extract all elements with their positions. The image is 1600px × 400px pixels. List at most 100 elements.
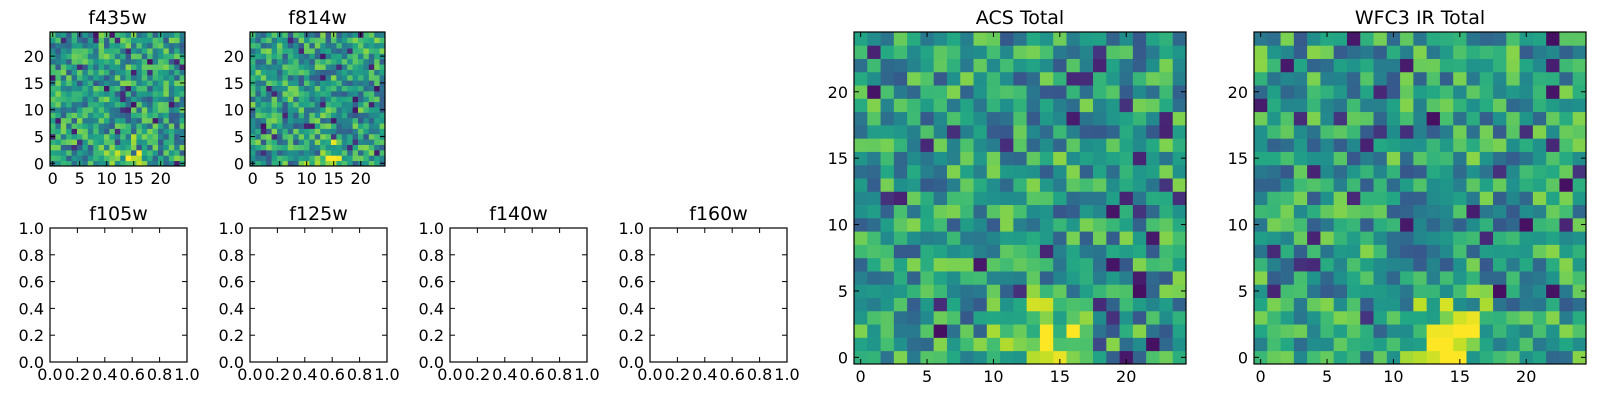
heatmap-cell <box>368 58 375 65</box>
heatmap-cell <box>152 155 159 162</box>
heatmap-cell <box>973 138 988 152</box>
heatmap-cell <box>347 74 353 81</box>
heatmap-cell <box>77 64 83 70</box>
heatmap-cell <box>1466 324 1481 338</box>
heatmap-cell <box>1333 71 1348 86</box>
heatmap-cell <box>986 231 1001 245</box>
heatmap-cell <box>168 117 175 124</box>
heatmap-cell <box>168 112 175 119</box>
heatmap-cell <box>1026 337 1041 352</box>
heatmap-cell <box>379 58 386 65</box>
heatmap-cell <box>50 139 56 145</box>
heatmap-cell <box>1439 297 1454 312</box>
heatmap-cell <box>147 117 153 124</box>
heatmap-cell <box>168 85 175 92</box>
heatmap-cell <box>374 32 380 38</box>
heatmap-cell <box>379 139 386 145</box>
heatmap-cell <box>336 144 343 151</box>
heatmap-cell <box>374 107 380 113</box>
heatmap-cell <box>50 37 56 44</box>
heatmap-cell <box>1172 284 1187 298</box>
heatmap-cell <box>1000 324 1014 338</box>
heatmap-cell <box>867 271 881 285</box>
x-tick-label: 0.6 <box>519 365 544 384</box>
heatmap-cell <box>120 69 126 76</box>
heatmap-cell <box>1146 217 1160 232</box>
heatmap-cell <box>109 96 116 103</box>
heatmap-cell <box>1066 151 1081 166</box>
heatmap-cell <box>1159 71 1174 86</box>
heatmap-cell <box>920 244 935 259</box>
heatmap-cell <box>1320 85 1335 99</box>
heatmap-cell <box>341 107 348 113</box>
heatmap-cell <box>358 117 364 124</box>
heatmap-cell <box>331 96 337 103</box>
heatmap-cell <box>314 155 321 162</box>
heatmap-cell <box>347 42 353 49</box>
heatmap-cell <box>277 133 283 140</box>
heatmap-cell <box>1013 324 1028 338</box>
heatmap-cell <box>1413 337 1428 352</box>
heatmap-cell <box>131 42 137 49</box>
axes-frame-f125w <box>249 227 388 363</box>
heatmap-cell <box>1413 271 1428 285</box>
heatmap-cell <box>66 123 72 129</box>
heatmap-cell <box>368 112 375 119</box>
heatmap-cell <box>298 96 305 103</box>
heatmap-cell <box>1053 138 1067 152</box>
heatmap-cell <box>960 98 974 113</box>
heatmap-cell <box>320 37 326 44</box>
heatmap-cell <box>1267 164 1281 179</box>
heatmap-cell <box>71 96 78 103</box>
heatmap-cell <box>1039 151 1054 166</box>
heatmap-cell <box>1093 297 1107 312</box>
heatmap-cell <box>1426 151 1441 166</box>
heatmap-cell <box>293 64 299 70</box>
heatmap-cell <box>1413 85 1428 99</box>
heatmap-cell <box>141 58 148 65</box>
heatmap-cell <box>1466 85 1481 99</box>
heatmap-cell <box>87 160 94 167</box>
heatmap-cell <box>960 191 974 206</box>
heatmap-cell <box>304 139 310 145</box>
heatmap-cell <box>260 117 267 124</box>
heatmap-cell <box>973 204 988 219</box>
heatmap-cell <box>66 80 72 86</box>
heatmap-cell <box>136 149 143 156</box>
heatmap-cell <box>363 112 370 119</box>
heatmap-cell <box>854 58 868 73</box>
heatmap-cell <box>1000 310 1014 325</box>
heatmap-cell <box>60 74 67 81</box>
heatmap-cell <box>1119 284 1134 298</box>
heatmap-cell <box>109 144 116 151</box>
heatmap-cell <box>120 85 126 92</box>
heatmap-cell <box>1026 217 1041 232</box>
heatmap-cell <box>179 37 186 44</box>
heatmap-cell <box>179 123 186 129</box>
heatmap-cell <box>1346 284 1361 298</box>
heatmap-cell <box>893 257 908 272</box>
heatmap-cell <box>66 144 72 151</box>
heatmap-cell <box>314 80 321 86</box>
heatmap-cell <box>260 37 267 44</box>
heatmap-cell <box>1532 85 1547 99</box>
heatmap-cell <box>1466 164 1481 179</box>
heatmap-cell <box>1026 271 1041 285</box>
heatmap-cell <box>1519 204 1534 219</box>
heatmap-cell <box>1000 111 1014 126</box>
heatmap-cell <box>363 80 370 86</box>
heatmap-cell <box>867 297 881 312</box>
heatmap-cell <box>1000 71 1014 86</box>
heatmap-cell <box>282 32 289 38</box>
heatmap-cell <box>125 128 132 135</box>
heatmap-cell <box>1413 111 1428 126</box>
heatmap-cell <box>1267 138 1281 152</box>
heatmap-cell <box>331 90 337 97</box>
heatmap-cell <box>55 42 62 49</box>
heatmap-cell <box>1280 350 1295 365</box>
heatmap-cell <box>347 32 353 38</box>
heatmap-cell <box>347 107 353 113</box>
heatmap-cell <box>1307 151 1321 166</box>
heatmap-cell <box>320 53 326 60</box>
heatmap-cell <box>125 90 132 97</box>
